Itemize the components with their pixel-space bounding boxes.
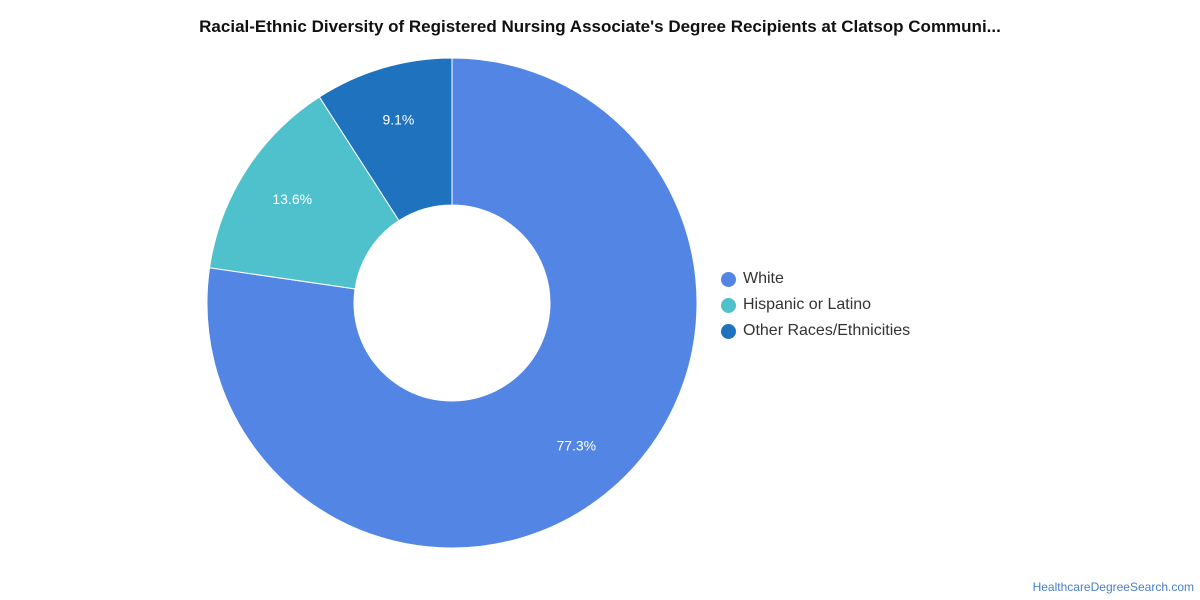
legend-marker-white — [721, 271, 736, 287]
legend-label-other: Other Races/Ethnicities — [743, 322, 911, 339]
legend-item-white[interactable]: White — [721, 266, 910, 292]
data-label-hispanic-or-latino: 13.6% — [272, 191, 312, 207]
donut-slice-other-races-ethnicities[interactable] — [318, 57, 453, 222]
data-label-other-races-ethnicities: 9.1% — [382, 111, 414, 127]
data-label-white: 77.3% — [556, 437, 596, 453]
donut-slice-white[interactable] — [206, 57, 698, 549]
legend-marker-hispanic — [721, 297, 736, 313]
legend: White Hispanic or Latino Other Races/Eth… — [721, 266, 910, 344]
legend-label-hispanic: Hispanic or Latino — [743, 296, 872, 313]
legend-item-other[interactable]: Other Races/Ethnicities — [721, 318, 910, 344]
legend-label-white: White — [743, 270, 784, 287]
donut-slice-hispanic-or-latino[interactable] — [208, 96, 400, 290]
source-watermark[interactable]: HealthcareDegreeSearch.com — [1032, 580, 1194, 594]
legend-marker-other — [721, 323, 736, 339]
legend-item-hispanic[interactable]: Hispanic or Latino — [721, 292, 910, 318]
chart-title: Racial-Ethnic Diversity of Registered Nu… — [199, 17, 1001, 36]
